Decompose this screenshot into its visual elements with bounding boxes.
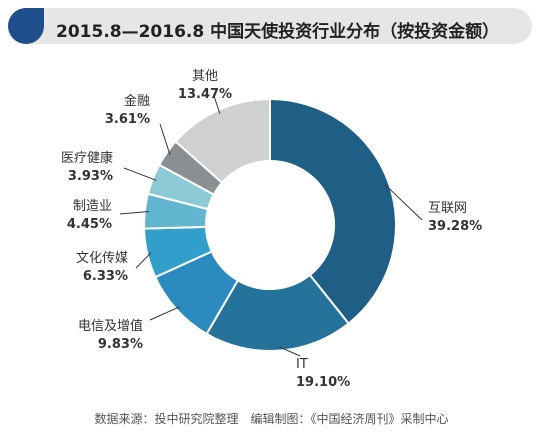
slice-label: 其他 — [192, 69, 218, 84]
slice-value-label: 9.83% — [98, 337, 143, 352]
leader-line — [213, 95, 221, 114]
leader-line — [119, 211, 149, 215]
slice-label: 制造业 — [73, 199, 112, 214]
title-badge-icon — [8, 8, 44, 44]
slice-value-label: 6.33% — [83, 269, 128, 284]
slice-value-label: 4.45% — [67, 217, 112, 232]
leader-line — [384, 184, 423, 221]
title-bar — [8, 8, 532, 44]
donut-slice — [205, 273, 351, 352]
slice-label: 电信及增值 — [78, 318, 143, 334]
donut-slice — [174, 97, 271, 184]
leader-line — [159, 123, 171, 156]
slice-label: 医疗健康 — [61, 150, 113, 166]
slice-value-label: 13.47% — [178, 87, 232, 102]
leader-line — [135, 252, 152, 269]
slice-value-label: 3.61% — [105, 112, 150, 127]
slice-value-label: 3.93% — [68, 169, 113, 184]
slice-value-label: 19.10% — [296, 375, 350, 390]
slice-label: 互联网 — [428, 201, 467, 216]
leader-line — [123, 167, 157, 181]
slice-label: 金融 — [124, 93, 150, 109]
source-note: 数据来源：投中研究院整理 编辑制图：《中国经济周刊》采制中心 — [94, 412, 449, 426]
slice-value-label: 39.28% — [428, 219, 482, 234]
donut-slice — [269, 97, 397, 325]
slice-label: IT — [296, 357, 308, 372]
slice-label: 文化传媒 — [76, 251, 128, 266]
leader-line — [278, 346, 301, 357]
chart-title: 2015.8—2016.8 中国天使投资行业分布（按投资金额） — [56, 22, 500, 42]
leader-line — [149, 306, 180, 321]
